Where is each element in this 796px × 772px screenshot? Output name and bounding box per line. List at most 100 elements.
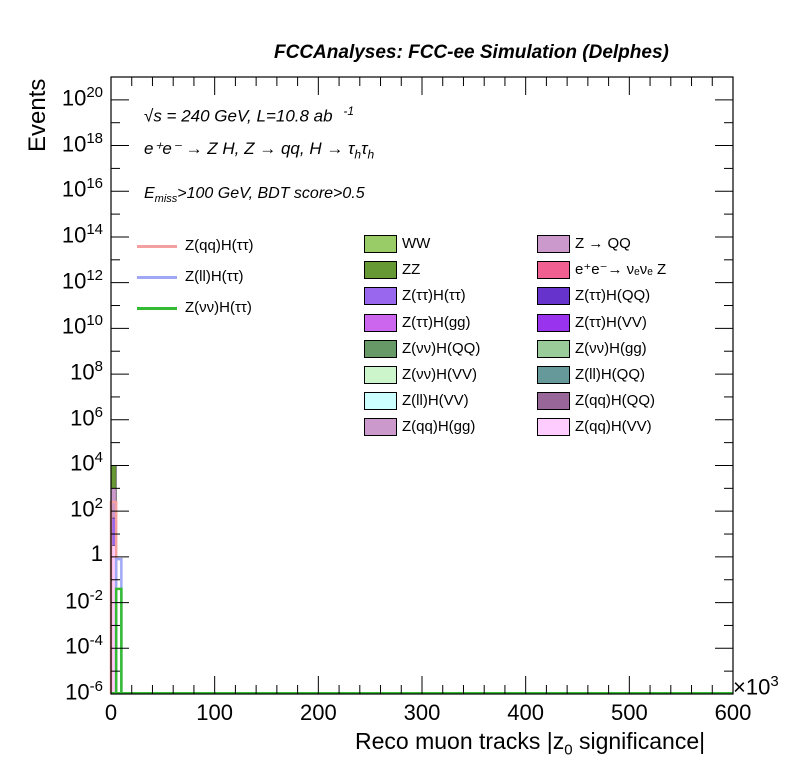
background-legend-item: Z(νν)H(QQ): [364, 339, 534, 359]
process-text: e⁺e⁻ → Z H, Z → qq, H → τ: [144, 139, 355, 158]
legend-color-swatch: [364, 392, 397, 411]
legend-color-swatch: [537, 235, 570, 253]
process-sub-2: h: [367, 147, 375, 162]
y-tick-exp: 12: [86, 266, 103, 284]
y-tick-base: 10: [61, 130, 87, 156]
y-tick-base: 10: [70, 496, 95, 522]
background-legend-item: e⁺e⁻→ νₑνₑ Z: [537, 260, 707, 280]
legend-label: ZZ: [402, 261, 421, 279]
legend-color-swatch: [364, 366, 397, 384]
x-axis-label: Reco muon tracks |z0 significance|: [355, 728, 705, 759]
x-axis-label-text: Reco muon tracks |z: [355, 728, 565, 754]
legend-color-swatch: [537, 418, 570, 437]
plot-title: FCCAnalyses: FCC-ee Simulation (Delphes): [274, 42, 669, 63]
y-tick-base: 10: [61, 176, 87, 202]
y-tick-label: 1020: [33, 84, 103, 111]
signal-histograms: [109, 500, 733, 694]
legend-label: Z(νν)H(QQ): [402, 339, 481, 357]
y-tick-label: 10-2: [33, 587, 103, 614]
y-tick-label: 10-4: [33, 632, 103, 659]
energy-lumi-label: √s = 240 GeV, L=10.8 ab -1: [144, 104, 354, 127]
y-tick-exp: 20: [86, 83, 103, 101]
y-tick-exp: 14: [86, 220, 103, 238]
plot-frame: [110, 76, 734, 695]
y-tick-exp: 6: [94, 403, 103, 421]
legend-color-swatch: [364, 418, 397, 437]
x-tick-label: 300: [403, 700, 441, 725]
y-tick-base: 10: [65, 679, 90, 705]
y-tick-label: 1: [33, 541, 103, 567]
x-tick-label: 600: [714, 700, 752, 725]
process-sub-1: h: [354, 147, 362, 162]
legend-color-swatch: [537, 339, 570, 358]
y-tick-base: 10: [61, 85, 87, 111]
legend-color-swatch: [364, 339, 397, 358]
legend-label: Z(qq)H(VV): [575, 418, 652, 436]
background-legend-item: Z(ll)H(VV): [364, 391, 534, 411]
selection-sub: miss: [154, 193, 178, 206]
legend-color-swatch: [537, 287, 570, 306]
y-tick-exp: 4: [94, 449, 103, 467]
legend-label: Z(νν)H(VV): [402, 366, 477, 383]
y-tick-label: 1018: [33, 130, 103, 157]
legend-label: Z(ll)H(VV): [402, 392, 469, 410]
legend-label: Z(ττ)H(QQ): [575, 287, 651, 305]
axis-ticks: [110, 76, 734, 695]
legend-color-swatch: [537, 261, 570, 280]
legend-label: WW: [402, 235, 431, 252]
y-tick-exp: 2: [94, 495, 103, 513]
x-axis-multiplier: ×103: [733, 673, 779, 700]
x-tick-label: 100: [196, 700, 234, 725]
y-tick-label: 1014: [33, 221, 103, 248]
legend-color-swatch: [364, 313, 397, 332]
signal-line-2: [114, 587, 123, 694]
signal-legend-item: Z(qq)H(ττ): [137, 236, 297, 256]
background-legend-item: Z(qq)H(QQ): [537, 391, 707, 411]
y-tick-exp: -6: [89, 678, 103, 695]
lumi-exponent: -1: [343, 104, 354, 118]
legend-label: Z → QQ: [575, 235, 631, 252]
background-legend-item: Z(qq)H(gg): [364, 417, 534, 437]
energy-lumi-text: √s = 240 GeV, L=10.8 ab: [144, 106, 333, 126]
legend-label: Z(ττ)H(ττ): [402, 287, 466, 305]
legend-label: Z(νν)H(gg): [575, 339, 647, 357]
legend-label: Z(ττ)H(gg): [402, 313, 471, 331]
background-legend-item: Z → QQ: [537, 234, 707, 254]
legend-label: Z(qq)H(QQ): [575, 392, 655, 410]
selection-text: >100 GeV, BDT score>0.5: [177, 185, 365, 202]
y-tick-exp: 8: [94, 358, 103, 376]
x-multiplier-exp: 3: [770, 673, 779, 690]
y-tick-label: 1016: [33, 175, 103, 202]
y-tick-label: 1012: [33, 267, 103, 294]
legend-color-swatch: [537, 366, 570, 384]
legend-line-swatch: [137, 276, 177, 279]
y-tick-label: 1010: [33, 312, 103, 339]
selection-e: E: [144, 185, 155, 202]
y-tick-exp: 16: [86, 175, 103, 193]
y-tick-base: 10: [70, 405, 95, 431]
background-legend-item: Z(ll)H(QQ): [537, 365, 707, 385]
y-tick-base: 10: [70, 359, 95, 385]
x-tick-label: 0: [104, 700, 118, 725]
legend-color-swatch: [364, 287, 397, 306]
x-axis-label-post: significance|: [572, 728, 706, 754]
background-legend-item: Z(ττ)H(ττ): [364, 286, 534, 306]
x-axis-label-sub: 0: [564, 741, 573, 759]
y-tick-label: 10-6: [33, 678, 103, 705]
y-tick-label: 102: [33, 495, 103, 522]
y-tick-base: 10: [61, 267, 87, 293]
y-tick-base: 10: [61, 313, 87, 339]
x-multiplier-text: ×10: [733, 674, 771, 700]
legend-label: e⁺e⁻→ νₑνₑ Z: [575, 261, 667, 279]
background-legend-item: WW: [364, 234, 534, 254]
background-legend-item: Z(ττ)H(VV): [537, 313, 707, 333]
legend-label: Z(ll)H(ττ): [185, 268, 244, 285]
y-tick-exp: -2: [89, 586, 103, 604]
y-tick-label: 108: [33, 358, 103, 385]
y-tick-base: 10: [61, 222, 87, 248]
signal-legend-item: Z(νν)H(ττ): [137, 298, 297, 318]
y-tick-base: 10: [65, 587, 90, 613]
x-tick-label: 500: [610, 700, 648, 725]
signal-legend-item: Z(ll)H(ττ): [137, 267, 297, 287]
